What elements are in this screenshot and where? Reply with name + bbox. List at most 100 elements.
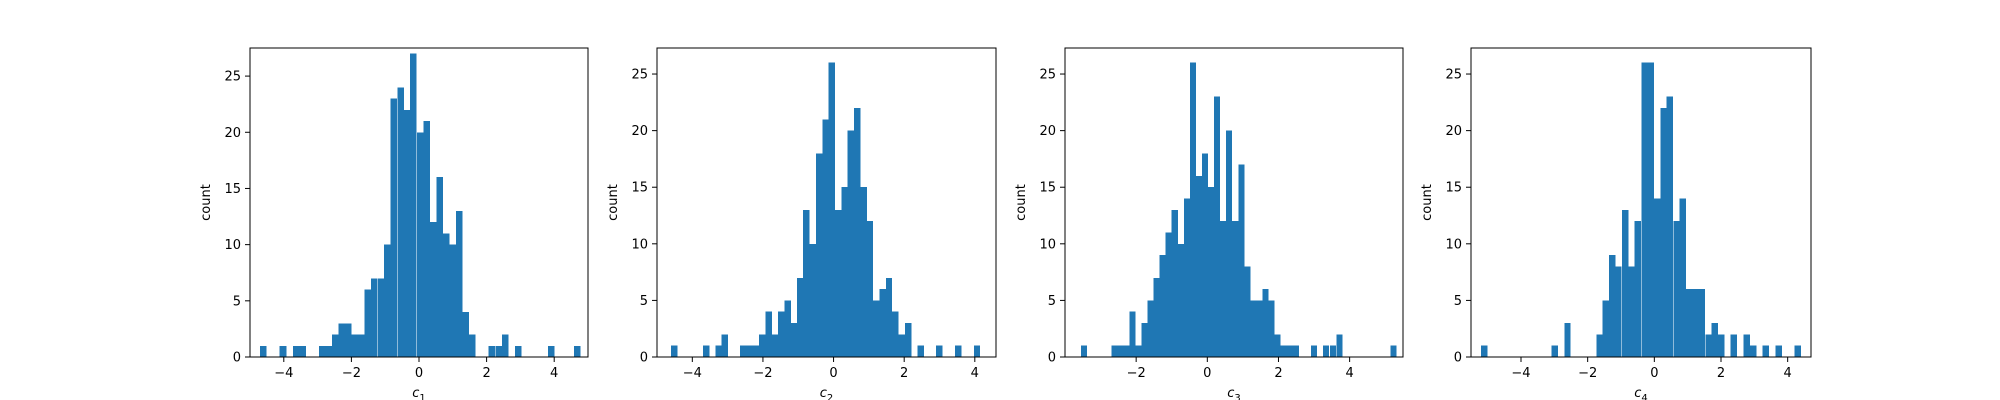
histogram-bar (739, 345, 747, 357)
histogram-bar (1673, 221, 1680, 357)
x-tick-label: 2 (1717, 366, 1725, 381)
histogram-bar (1310, 345, 1317, 357)
x-tick-label: −4 (274, 366, 293, 381)
histogram-bar (866, 221, 874, 357)
histogram-bar (1286, 345, 1293, 357)
histogram-bar (1129, 311, 1136, 357)
histogram-bar (1647, 62, 1655, 358)
histogram-bar (501, 334, 509, 357)
histogram-bar (702, 345, 710, 357)
histogram-bar (443, 233, 450, 357)
histogram-bar (1622, 209, 1629, 357)
histogram-bar (1262, 289, 1269, 357)
histogram-panel-1: −4 −2 0 2 4 0 5 10 15 20 25 c1 count (199, 47, 589, 400)
y-tick-label: 5 (1048, 294, 1056, 309)
x-axis-label: c2 (820, 386, 834, 400)
histogram-bar (1268, 300, 1275, 357)
y-tick-label: 20 (1039, 124, 1056, 139)
histogram-bar (1762, 345, 1770, 357)
y-tick-label: 25 (631, 68, 648, 83)
histogram-bar (1730, 334, 1738, 357)
y-tick-label: 10 (1039, 237, 1056, 252)
histogram-bar (547, 345, 555, 357)
y-tick-label: 10 (224, 238, 241, 253)
histogram-bar (1244, 266, 1251, 357)
histogram-bar (397, 87, 404, 357)
histogram-bar (1250, 300, 1257, 357)
y-tick-label: 25 (224, 70, 241, 85)
histogram-bar (1750, 345, 1757, 357)
x-axis-label: c3 (1227, 386, 1241, 400)
x-tick-label: 4 (971, 366, 979, 381)
histogram-bar (973, 345, 981, 357)
y-tick-label: 0 (640, 351, 648, 366)
histogram-bar (1609, 255, 1616, 357)
histogram-bar (1153, 277, 1160, 357)
histogram-bar (1111, 345, 1118, 357)
histogram-bar (917, 345, 924, 357)
x-axis-label-subscript: 3 (1234, 393, 1240, 400)
histogram-bar (1602, 300, 1610, 357)
histogram-bar (771, 334, 779, 357)
y-axis-label: count (199, 184, 214, 221)
x-tick-label: 4 (1784, 366, 1792, 381)
histogram-bar (390, 98, 398, 357)
histogram-bar (1220, 221, 1227, 357)
histogram-bar (1743, 334, 1751, 357)
histogram-bar (1390, 345, 1397, 357)
histogram-bar (671, 345, 678, 357)
histogram-bar (1123, 345, 1130, 357)
histogram-bar (847, 130, 855, 357)
x-axis-label-main: c (1227, 386, 1234, 400)
x-tick-label: 0 (415, 366, 423, 381)
histogram-bar (935, 345, 943, 357)
histogram-bar (1322, 345, 1329, 357)
histogram-bar (790, 323, 797, 357)
histogram-bar (1081, 345, 1088, 357)
histogram-bar (1615, 266, 1622, 357)
x-tick-label: 0 (829, 366, 837, 381)
histogram-bar (1698, 289, 1706, 357)
histogram-bars (260, 53, 581, 358)
y-tick-label: 5 (640, 294, 648, 309)
histogram-bar (1159, 255, 1166, 357)
histogram-bar (746, 345, 753, 357)
histogram-bars (1481, 62, 1802, 358)
histogram-bar (318, 345, 326, 357)
y-tick-label: 10 (631, 237, 648, 252)
y-tick-label: 5 (1454, 294, 1462, 309)
histogram-bar (469, 334, 476, 357)
x-axis-label-subscript: 2 (827, 393, 833, 400)
histogram-bar (815, 153, 823, 357)
x-tick-label: −2 (1578, 366, 1597, 381)
histogram-bar (898, 334, 905, 357)
histogram-bar (1641, 62, 1648, 358)
x-tick-label: −2 (1127, 366, 1146, 381)
y-tick-label: 15 (631, 181, 648, 196)
histogram-bar (759, 334, 766, 357)
y-tick-label: 25 (1445, 68, 1462, 83)
x-axis-label-main: c (412, 386, 419, 400)
y-tick-label: 25 (1039, 68, 1056, 83)
histogram-bar (514, 345, 522, 357)
histogram-bar (892, 311, 899, 357)
histogram-bar (1718, 334, 1725, 357)
histogram-bar (1705, 334, 1712, 357)
y-axis-label: count (1014, 184, 1029, 221)
x-tick-label: 4 (1345, 366, 1353, 381)
histogram-bar (873, 300, 880, 357)
y-tick-label: 20 (224, 126, 241, 141)
histogram-bar (429, 222, 437, 357)
y-tick-label: 20 (1445, 124, 1462, 139)
histogram-bar (796, 277, 804, 357)
histogram-bar (403, 109, 411, 357)
histogram-bar (1660, 107, 1667, 358)
x-axis-label-main: c (1634, 386, 1641, 400)
histogram-bar (1214, 96, 1221, 358)
histogram-bar (1292, 345, 1299, 357)
histogram-bar (1596, 334, 1603, 357)
histogram-bar (822, 119, 829, 357)
histogram-bar (260, 345, 267, 357)
